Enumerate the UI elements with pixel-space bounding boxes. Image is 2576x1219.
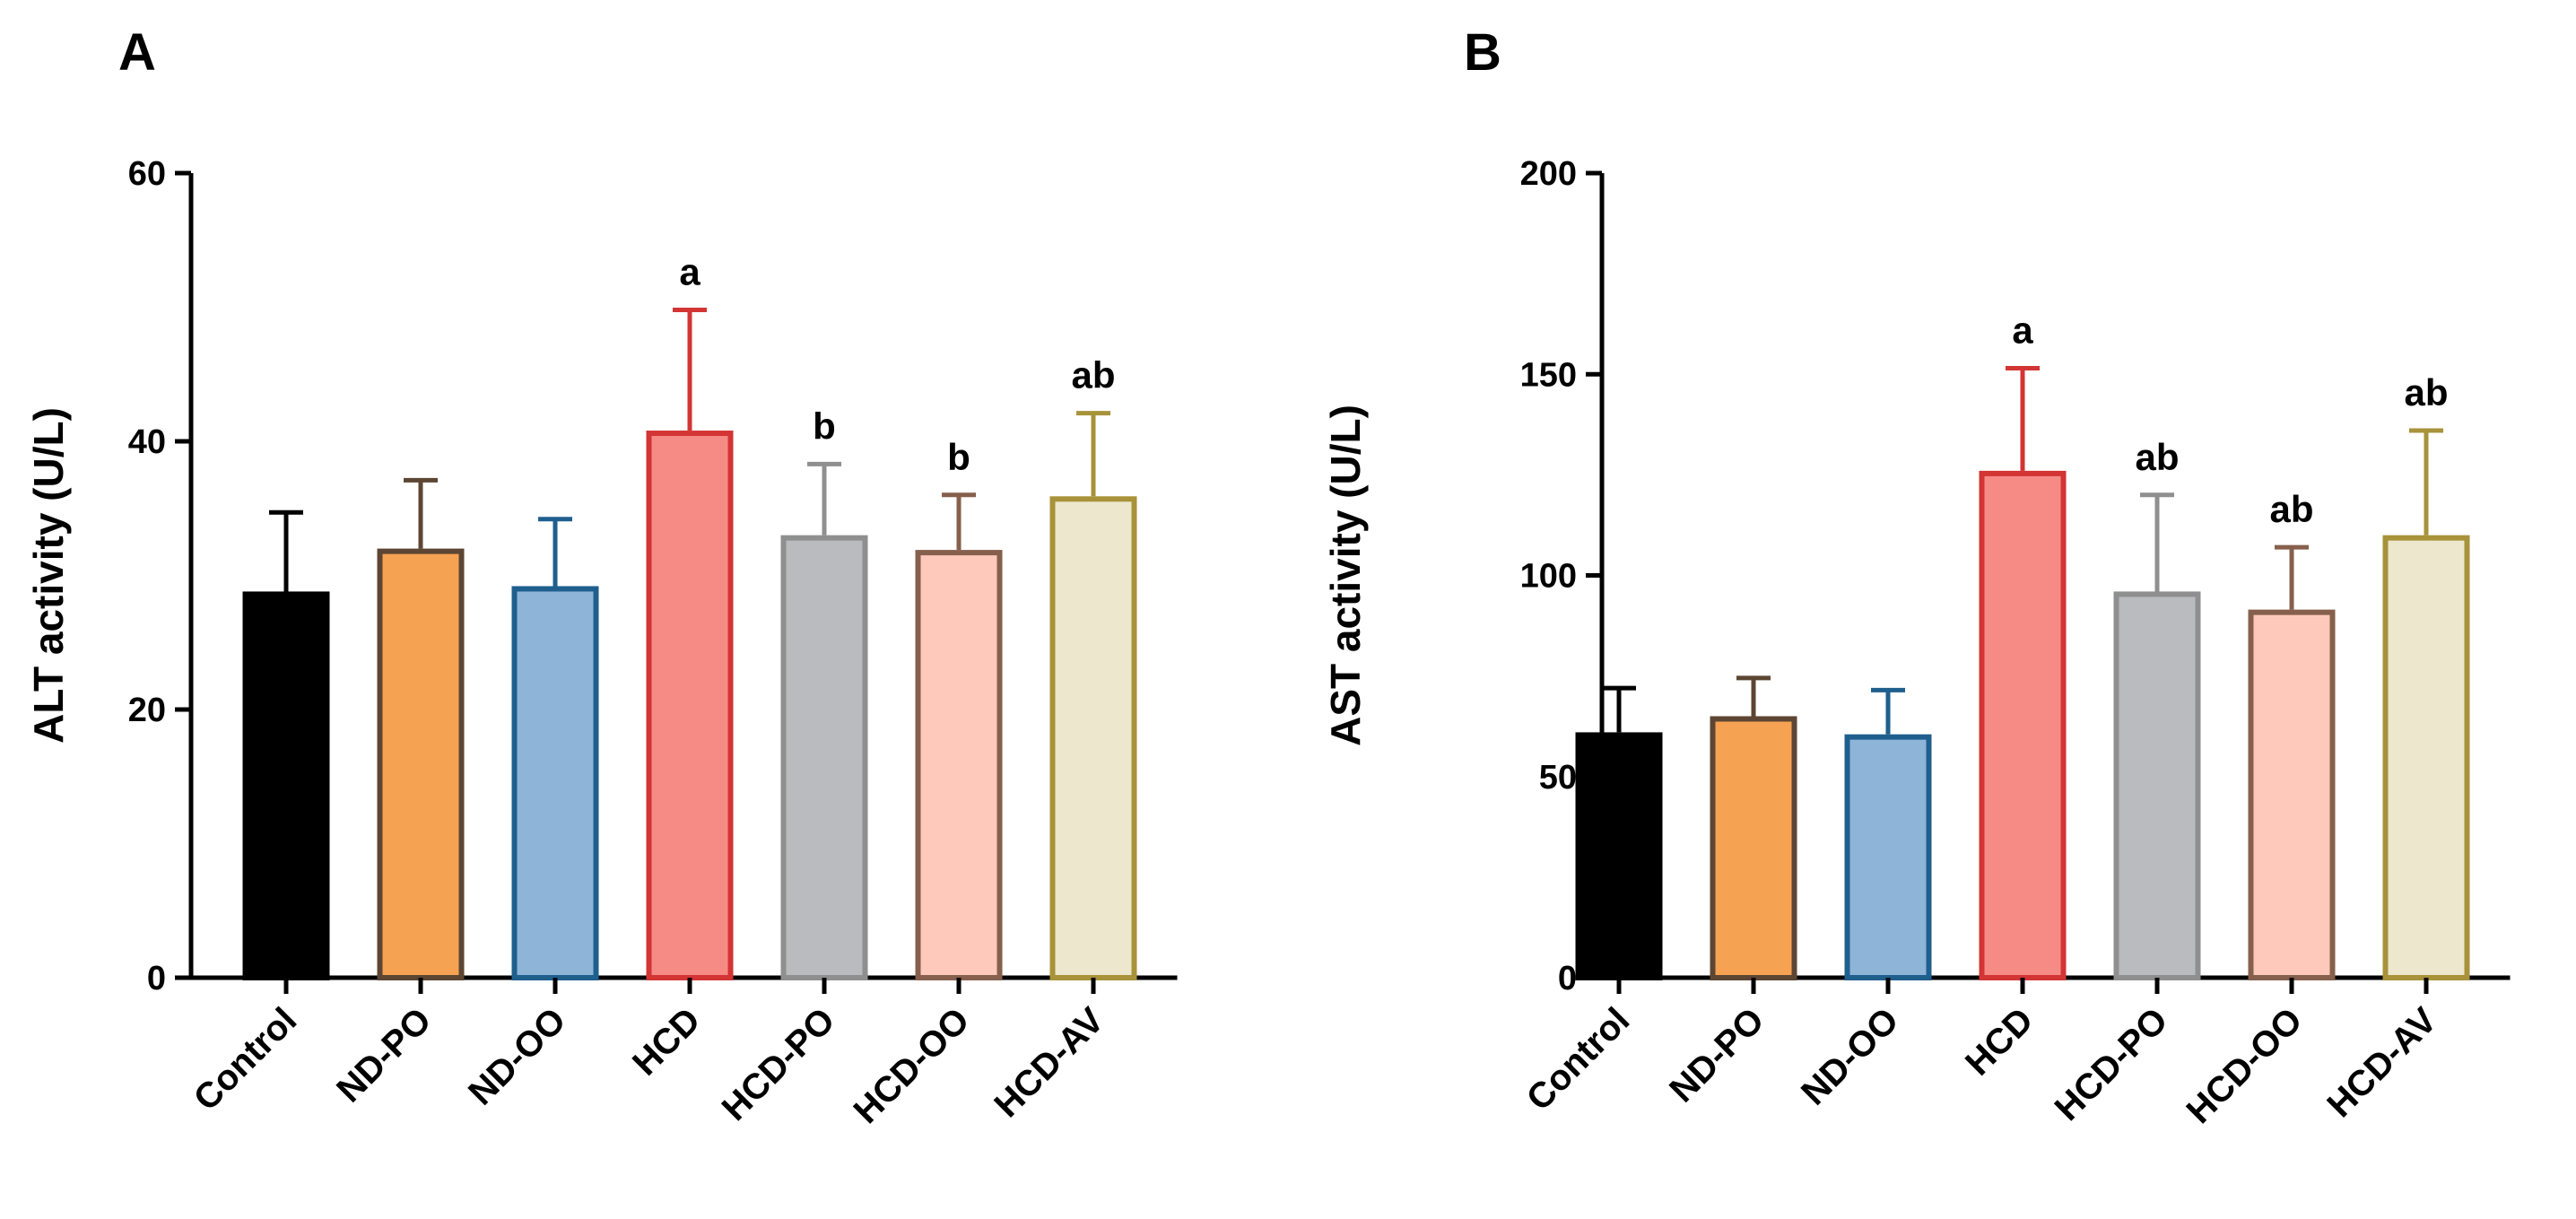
bar — [1710, 716, 1797, 980]
significance-label: ab — [2269, 488, 2313, 530]
x-tick-label: ND-PO — [329, 1000, 439, 1110]
panel-letter: A — [118, 23, 156, 82]
y-tick-label: 40 — [128, 423, 166, 461]
panel-letter: B — [1464, 23, 1501, 82]
y-tick-label: 50 — [1539, 759, 1577, 797]
significance-label: ab — [2404, 371, 2448, 414]
significance-label: b — [947, 436, 970, 478]
x-tick-label: HCD — [1958, 1000, 2041, 1083]
bar — [1844, 734, 1932, 980]
x-tick-label: Control — [1519, 1000, 1638, 1119]
x-tick-label: HCD-AV — [987, 1000, 1111, 1125]
bar — [2113, 591, 2201, 980]
x-tick-label: ND-OO — [1794, 1000, 1906, 1112]
significance-label: a — [679, 250, 701, 292]
significance-label: a — [2012, 309, 2033, 352]
significance-label: ab — [2135, 436, 2179, 478]
panel-a-chart: A ALT activity (U/L) 0 20 40 60 Control ND-PO ND… — [25, 23, 1178, 1131]
x-tick-label: HCD-PO — [2048, 1000, 2176, 1128]
y-tick-label: 100 — [1520, 558, 1577, 596]
bar — [2382, 535, 2470, 981]
x-tick-label: HCD-PO — [715, 1000, 843, 1128]
x-tick-label: HCD-OO — [2180, 1000, 2311, 1131]
bar — [780, 535, 868, 981]
bar — [242, 591, 330, 980]
y-axis-title: ALT activity (U/L) — [25, 407, 72, 744]
bar — [1575, 732, 1663, 980]
x-tick-label: HCD-AV — [2319, 1000, 2444, 1125]
x-tick-label: ND-OO — [461, 1000, 573, 1112]
bar — [1049, 496, 1137, 980]
x-tick-label: HCD — [625, 1000, 708, 1083]
y-tick-label: 150 — [1520, 356, 1577, 394]
bar — [511, 586, 599, 981]
y-tick-label: 0 — [147, 960, 166, 997]
significance-label: ab — [1071, 354, 1115, 396]
y-tick-label: 200 — [1520, 155, 1577, 193]
y-tick-label: 20 — [128, 692, 166, 729]
bar — [2248, 609, 2336, 980]
bar — [915, 550, 1003, 980]
significance-label: b — [813, 405, 836, 447]
bar — [377, 548, 465, 980]
bar — [1979, 470, 2067, 980]
x-tick-label: ND-PO — [1662, 1000, 1771, 1110]
y-tick-label: 0 — [1558, 960, 1577, 997]
x-tick-label: Control — [187, 1000, 305, 1119]
y-axis-title: AST activity (U/L) — [1322, 405, 1369, 746]
y-tick-label: 60 — [128, 155, 166, 193]
x-tick-label: HCD-OO — [847, 1000, 978, 1131]
bar — [646, 431, 734, 981]
